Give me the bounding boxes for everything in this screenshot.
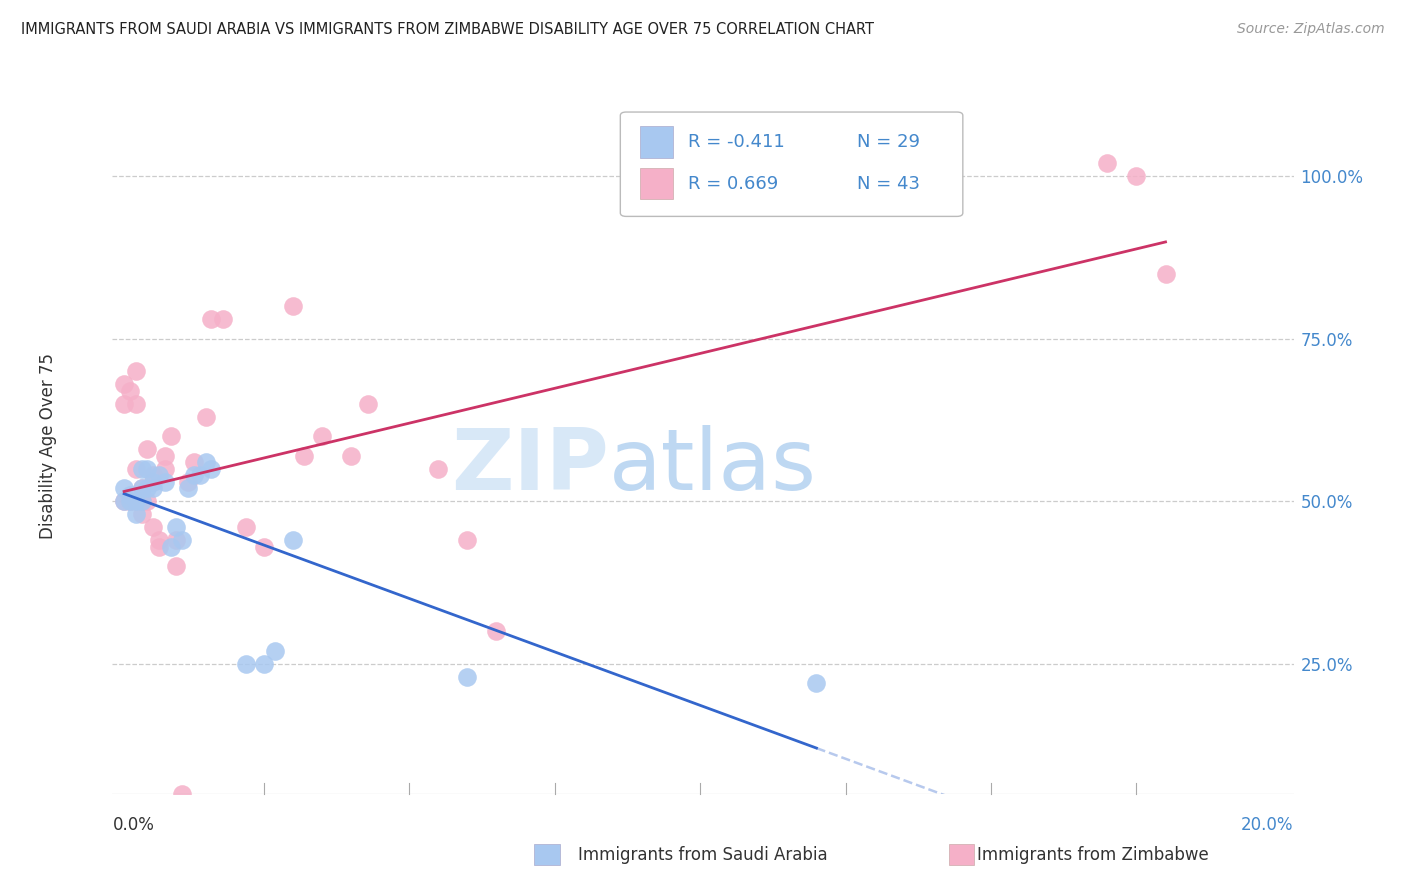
Point	[166, 520, 188, 534]
Point	[118, 494, 141, 508]
Point	[159, 429, 181, 443]
Point	[194, 409, 217, 424]
Point	[177, 475, 200, 489]
Point	[456, 670, 478, 684]
Point	[136, 494, 159, 508]
Point	[142, 520, 165, 534]
Point	[136, 442, 159, 457]
Point	[148, 540, 170, 554]
Point	[456, 533, 478, 548]
Point	[131, 494, 153, 508]
Point	[125, 494, 148, 508]
Point	[142, 468, 165, 483]
Point	[131, 462, 153, 476]
Point	[235, 657, 257, 671]
Point	[153, 475, 176, 489]
Point	[131, 481, 153, 495]
Point	[212, 312, 235, 326]
Point	[1125, 169, 1147, 183]
Text: R = 0.669: R = 0.669	[688, 175, 778, 193]
Point	[131, 494, 153, 508]
Point	[166, 533, 188, 548]
Point	[200, 312, 222, 326]
Point	[177, 481, 200, 495]
Point	[125, 508, 148, 522]
Point	[125, 397, 148, 411]
Point	[125, 364, 148, 378]
Point	[194, 455, 217, 469]
Point	[112, 377, 135, 392]
Point	[142, 481, 165, 495]
Text: 0.0%: 0.0%	[112, 816, 155, 834]
Text: Source: ZipAtlas.com: Source: ZipAtlas.com	[1237, 22, 1385, 37]
Text: 20.0%: 20.0%	[1241, 816, 1294, 834]
Point	[427, 462, 450, 476]
Text: R = -0.411: R = -0.411	[688, 133, 785, 151]
Point	[188, 468, 211, 483]
Text: N = 29: N = 29	[856, 133, 920, 151]
FancyBboxPatch shape	[620, 112, 963, 217]
Point	[153, 449, 176, 463]
Text: N = 43: N = 43	[856, 175, 920, 193]
Point	[253, 540, 276, 554]
Point	[1154, 267, 1177, 281]
Point	[340, 449, 363, 463]
Point	[125, 494, 148, 508]
Point	[148, 468, 170, 483]
Point	[118, 384, 141, 398]
Text: ZIP: ZIP	[451, 425, 609, 508]
Point	[357, 397, 380, 411]
Point	[148, 533, 170, 548]
Point	[485, 624, 508, 639]
Point	[159, 540, 181, 554]
Point	[112, 397, 135, 411]
Point	[112, 481, 135, 495]
Text: Immigrants from Saudi Arabia: Immigrants from Saudi Arabia	[578, 846, 828, 863]
Point	[172, 533, 194, 548]
Point	[112, 494, 135, 508]
Text: Disability Age Over 75: Disability Age Over 75	[38, 353, 56, 539]
Point	[118, 494, 141, 508]
Point	[172, 787, 194, 801]
Point	[311, 429, 333, 443]
Point	[125, 462, 148, 476]
Text: IMMIGRANTS FROM SAUDI ARABIA VS IMMIGRANTS FROM ZIMBABWE DISABILITY AGE OVER 75 : IMMIGRANTS FROM SAUDI ARABIA VS IMMIGRAN…	[21, 22, 875, 37]
Point	[281, 533, 304, 548]
Text: Immigrants from Zimbabwe: Immigrants from Zimbabwe	[977, 846, 1209, 863]
Point	[153, 462, 176, 476]
Point	[281, 299, 304, 313]
Point	[136, 462, 159, 476]
Text: atlas: atlas	[609, 425, 817, 508]
Point	[131, 481, 153, 495]
Point	[806, 676, 828, 690]
Point	[294, 449, 316, 463]
Point	[200, 462, 222, 476]
Point	[183, 468, 205, 483]
Point	[136, 481, 159, 495]
FancyBboxPatch shape	[640, 168, 673, 199]
Point	[235, 520, 257, 534]
Point	[166, 559, 188, 574]
Point	[142, 475, 165, 489]
FancyBboxPatch shape	[640, 127, 673, 158]
Point	[1097, 156, 1119, 170]
Point	[112, 494, 135, 508]
Point	[264, 644, 287, 658]
Point	[118, 488, 141, 502]
Point	[118, 494, 141, 508]
Point	[131, 508, 153, 522]
Point	[183, 455, 205, 469]
Point	[253, 657, 276, 671]
